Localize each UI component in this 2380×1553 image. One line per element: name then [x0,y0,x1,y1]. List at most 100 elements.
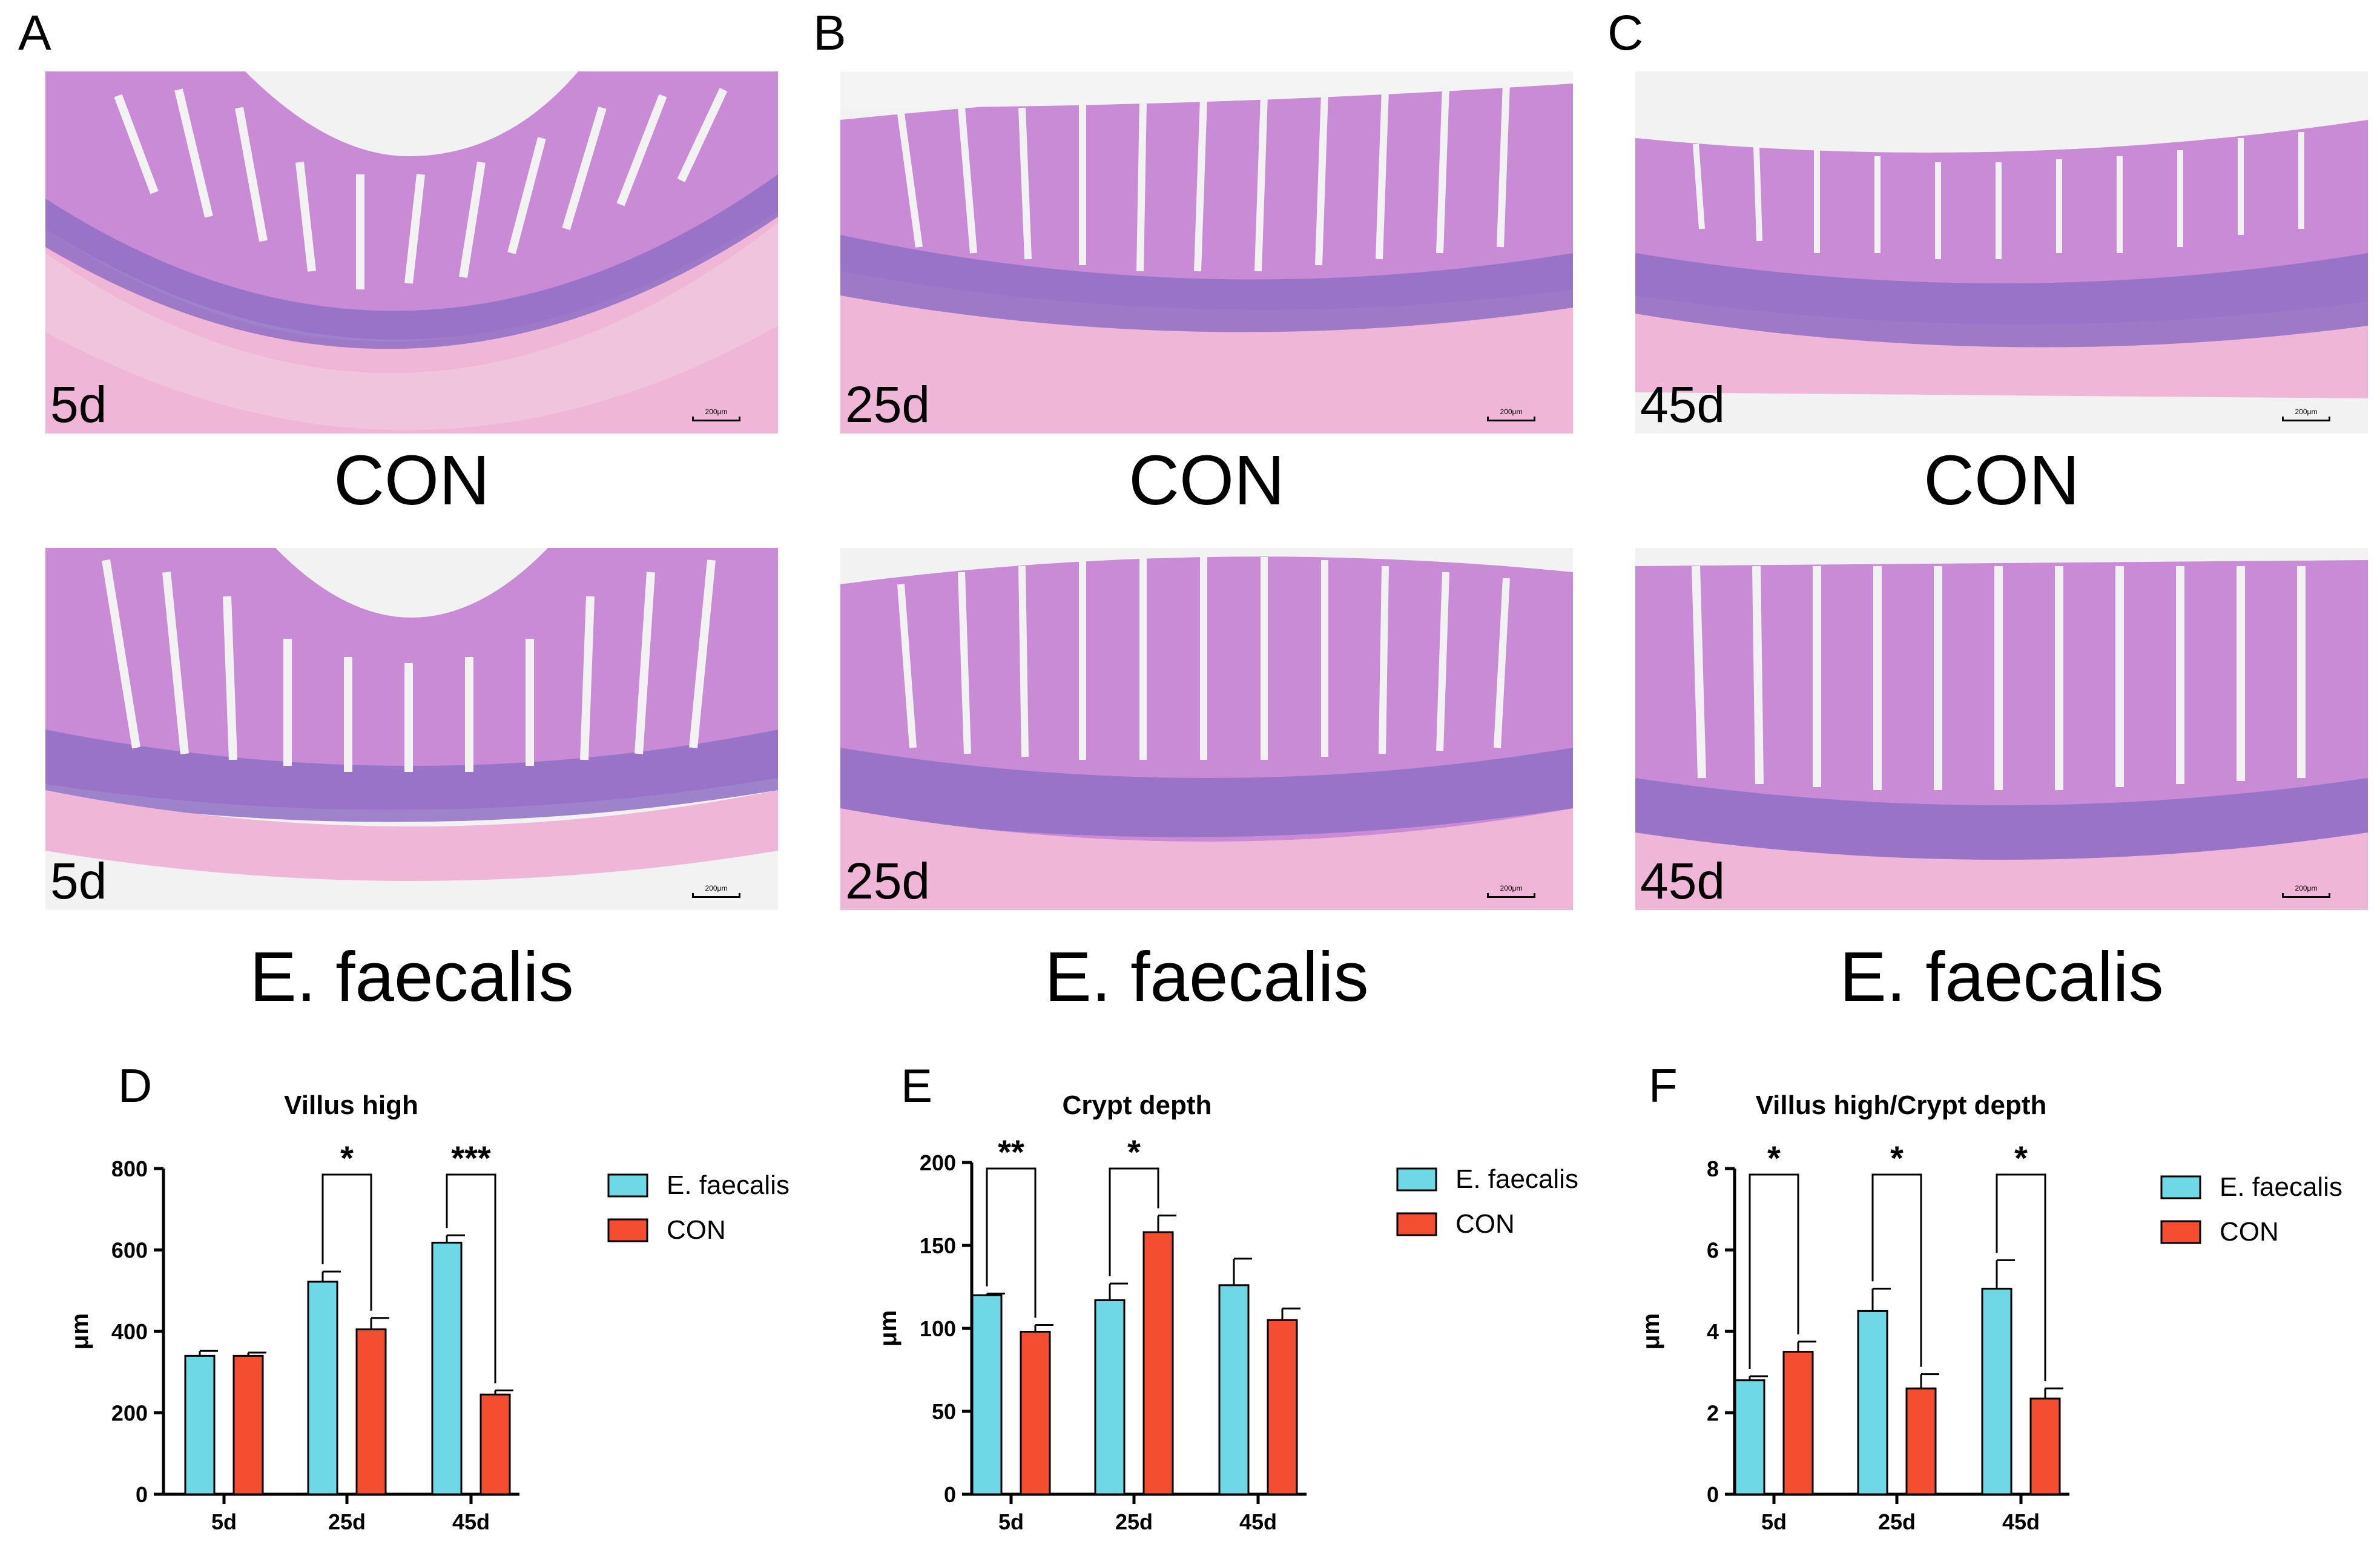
micrograph-efaecalis-25d: 25d 200μm [840,548,1573,910]
y-tick-label: 0 [136,1482,148,1507]
significance-label: * [340,1139,354,1177]
bar-con [1142,1231,1174,1495]
legend-swatch [607,1218,648,1242]
y-tick-label: 50 [932,1399,956,1424]
significance-label: * [1890,1139,1904,1177]
x-tick-label: 25d [328,1509,366,1534]
tissue-image [840,71,1573,434]
significance-label: *** [451,1139,491,1177]
y-tick-label: 600 [111,1238,148,1263]
scale-bar-label: 200μm [1500,407,1523,416]
bar-efaecalis [1094,1299,1126,1495]
day-label: 5d [50,852,107,909]
significance-bracket [986,1167,1037,1318]
day-label: 45d [1640,376,1726,433]
significance-label: * [1127,1133,1141,1171]
scale-bar: 200μm [1487,884,1535,899]
y-tick-label: 800 [111,1156,148,1181]
bar-con [480,1393,511,1495]
scale-bar-label: 200μm [705,407,728,416]
y-tick-label: 6 [1707,1238,1719,1263]
group-label-con: CON [1129,441,1285,519]
chart-title: Crypt depth [1063,1090,1212,1120]
y-tick-label: 200 [111,1401,148,1426]
panel-letter: F [1649,1059,1678,1112]
legend-swatch [607,1173,648,1198]
significance-label: * [1767,1139,1781,1177]
significance-bracket [1109,1167,1159,1277]
legend-swatch [2160,1175,2201,1199]
bar-efaecalis [1218,1284,1250,1495]
significance-bracket [1996,1173,2046,1382]
bar-con [1020,1330,1051,1495]
scale-bar-label: 200μm [1500,884,1523,892]
y-axis-label: μm [1638,1313,1664,1350]
micrograph-con-5d: 5d 200μm [45,71,778,434]
scale-bar: 200μm [692,407,740,423]
x-tick-label: 45d [2002,1509,2040,1534]
panel-letter: E [901,1059,932,1112]
x-tick-label: 25d [1878,1509,1916,1534]
panel-letter-b: B [813,5,846,61]
significance-label: ** [998,1133,1024,1171]
bar-con [1905,1387,1937,1495]
x-tick-label: 25d [1115,1509,1153,1534]
scale-bar-label: 200μm [705,884,728,892]
significance-bracket [1749,1173,1799,1369]
tissue-image [45,71,778,434]
bar-efaecalis [184,1354,216,1495]
x-tick-label: 5d [211,1509,237,1534]
micrograph-efaecalis-5d: 5d 200μm [45,548,778,910]
bar-con [232,1354,264,1495]
x-tick-label: 5d [998,1509,1024,1534]
tissue-image [45,548,778,910]
bar-con [2029,1397,2061,1495]
legend-label: CON [1455,1209,1515,1239]
bar-con [1782,1351,1814,1495]
significance-bracket [1871,1173,1922,1367]
panel-letter-a: A [18,5,51,61]
scale-bar-label: 200μm [2295,884,2318,892]
micrograph-efaecalis-45d: 45d 200μm [1635,548,2368,910]
group-label-con: CON [334,441,490,519]
legend-swatch [2160,1220,2201,1244]
chart-title: Villus high/Crypt depth [1756,1090,2047,1120]
y-tick-label: 8 [1707,1156,1719,1181]
bar-efaecalis [431,1241,463,1495]
bar-efaecalis [971,1294,1003,1495]
bar-con [1267,1319,1298,1495]
y-tick-label: 0 [944,1482,956,1507]
scale-bar: 200μm [2282,408,2330,423]
micrograph-con-25d: 25d 200μm [840,71,1573,434]
significance-label: * [2014,1139,2028,1177]
bar-efaecalis [1981,1287,2012,1495]
panel-letter: D [118,1059,152,1112]
y-axis-label: μm [875,1310,902,1347]
significance-bracket [321,1173,372,1311]
day-label: 5d [50,376,107,433]
bar-con [355,1328,387,1495]
group-label-con: CON [1923,441,2080,519]
legend-label: E. faecalis [2220,1172,2342,1202]
panel-letter-c: C [1607,5,1644,61]
tissue-image [1635,71,2368,434]
y-tick-label: 2 [1707,1401,1719,1426]
chart-villus-crypt-ratio: F Villus high/Crypt depth 0 2 4 6 8 μm 5d 25d 45d *… [1638,1059,2342,1534]
day-label: 25d [845,376,931,433]
group-label-efaecalis: E. faecalis [249,937,574,1016]
y-axis-label: μm [67,1313,93,1350]
legend-swatch [1396,1167,1437,1192]
scale-bar: 200μm [2282,884,2330,899]
bar-efaecalis [1857,1310,1888,1495]
group-label-efaecalis: E. faecalis [1839,937,2164,1016]
scale-bar: 200μm [1487,407,1535,423]
y-tick-label: 0 [1707,1482,1719,1507]
y-tick-label: 100 [920,1316,956,1341]
bar-efaecalis [1734,1379,1765,1495]
x-tick-label: 45d [1239,1509,1277,1534]
y-tick-label: 4 [1707,1319,1719,1344]
legend-label: CON [667,1215,726,1245]
x-tick-label: 45d [452,1509,490,1534]
